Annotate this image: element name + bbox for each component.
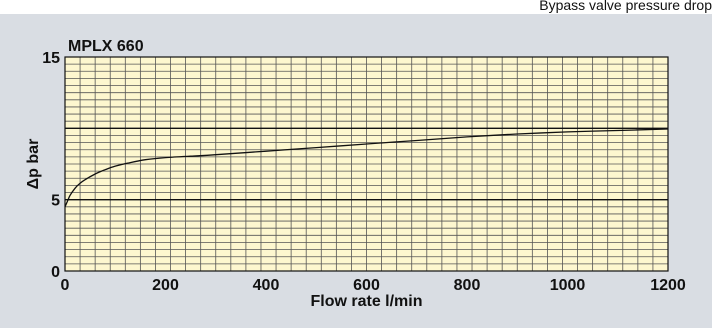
plot-frame xyxy=(64,56,669,272)
y-axis-ticks: 0 5 15 xyxy=(42,50,60,281)
pressure-drop-curve xyxy=(64,128,669,208)
x-tick-label: 1200 xyxy=(650,277,686,294)
y-axis-label: Δp bar xyxy=(25,139,42,190)
x-tick-label: 800 xyxy=(454,277,481,294)
x-axis-ticks: 0 200 400 600 800 1000 1200 xyxy=(61,277,686,294)
y-tick-label: 5 xyxy=(51,193,60,210)
x-tick-label: 400 xyxy=(253,277,280,294)
major-grid xyxy=(65,127,668,201)
x-axis-label: Flow rate l/min xyxy=(310,293,422,310)
x-tick-label: 1000 xyxy=(550,277,586,294)
chart-header-caption: Bypass valve pressure drop xyxy=(539,0,712,13)
x-tick-label: 0 xyxy=(61,277,70,294)
x-tick-label: 600 xyxy=(353,277,380,294)
x-tick-label: 200 xyxy=(152,277,179,294)
chart-title: MPLX 660 xyxy=(68,38,144,55)
pressure-drop-chart: MPLX 660 Δp bar Flow rate l/min 0 200 400 6… xyxy=(25,38,686,310)
y-tick-label: 0 xyxy=(51,264,60,281)
minor-grid xyxy=(65,57,668,271)
y-tick-label: 15 xyxy=(42,50,60,67)
chart-panel: MPLX 660 Δp bar Flow rate l/min 0 200 400 6… xyxy=(0,14,712,328)
